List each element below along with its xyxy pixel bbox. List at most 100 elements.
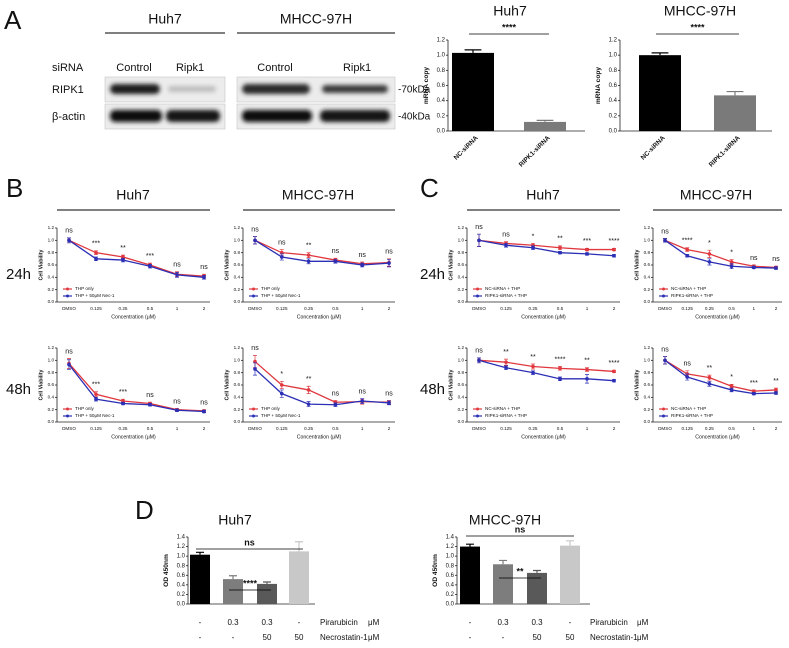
treatment-level: - [469,618,472,627]
point [67,362,71,367]
error-bar [263,581,271,584]
x-tick-label: 2 [775,426,778,431]
y-tick-label: 0.6 [234,382,241,387]
point [504,365,508,370]
lane-label: Ripk1 [176,62,204,74]
y-tick-label: 0.2 [609,113,618,119]
legend-marker [662,414,665,418]
point [752,391,756,396]
point [707,381,712,386]
point [202,275,206,280]
significance-label: ns [385,390,393,397]
y-tick-label: 0.0 [446,602,455,608]
y-axis-label: OD 450nm [432,554,439,587]
row-label: 48h [420,381,445,398]
x-tick-label: DMSO [62,426,76,431]
significance-label: * [730,249,733,256]
y-tick-label: 0.2 [644,287,651,292]
x-tick-label: 0.25 [705,426,714,431]
legend-label: THP only [75,406,95,411]
point [685,375,689,379]
x-tick-label: 0.125 [90,306,102,311]
point [306,259,311,264]
y-tick-label: 0.2 [437,113,446,119]
x-tick-label: 0.5 [557,426,564,431]
legend-marker [66,414,69,418]
x-tick-label: 0.125 [500,306,512,311]
x-tick-label: 2 [203,306,206,311]
x-axis-label: Concentration (μM) [521,434,566,440]
x-tick-label: 0.5 [332,426,339,431]
x-tick-label: DMSO [472,306,486,311]
x-tick-label: 0.5 [557,306,564,311]
treatment-level: - [569,618,572,627]
y-tick-label: 0.2 [458,287,465,292]
y-tick-label: 1.0 [437,53,446,59]
y-tick-label: 0.4 [609,98,618,104]
y-tick-label: 0.2 [234,287,241,292]
treatment-level: 0.3 [497,618,509,627]
treatment-unit: μM [637,618,649,627]
y-tick-label: 1.2 [177,544,186,550]
point [387,401,391,405]
error-bar [196,551,204,555]
x-tick-label: 0.25 [119,306,128,311]
y-tick-label: 1.2 [609,38,618,44]
y-tick-label: 1.0 [458,358,465,363]
legend-marker [476,414,479,418]
point [531,370,535,375]
significance-label: *** [92,382,100,389]
significance-label: *** [92,241,100,248]
legend-label: RIPK1-siRNA + THP [671,293,713,298]
point [663,238,667,243]
y-tick-label: 0.0 [234,419,241,424]
point [612,253,616,258]
point [504,360,508,364]
error-bar [229,575,237,580]
size-label: -70kDa [398,85,431,96]
significance-label: ns [173,262,181,269]
series-line [478,359,615,373]
treatment-level: 0.3 [261,618,273,627]
x-tick-label: 1 [586,426,589,431]
x-tick-label: 0.25 [529,426,538,431]
significance-label: ** [584,358,590,365]
y-axis-label: OD 450nm [163,554,170,587]
point [360,399,365,403]
significance-label: *** [146,253,154,260]
x-tick-label: 2 [613,306,616,311]
significance-label: ** [707,365,713,372]
point [175,408,179,413]
x-tick-label: 0.125 [276,426,288,431]
x-tick-label: 0.25 [304,426,313,431]
blot-row-label: siRNA [52,62,84,74]
y-tick-label: 0.4 [446,582,455,588]
y-tick-label: 0.6 [458,382,465,387]
significance-label: ns [515,524,526,534]
treatment-level: 0.3 [531,618,543,627]
point [94,257,98,261]
treatment-level: 50 [533,633,542,642]
x-tick-label: DMSO [658,306,672,311]
y-tick-label: 1.0 [609,53,618,59]
x-axis-label: Concentration (μM) [695,434,740,440]
x-tick-label: DMSO [62,306,76,311]
error-bar [295,541,303,552]
x-tick-label: 1 [361,426,364,431]
significance-label: *** [750,380,758,387]
y-tick-label: 0.0 [48,299,55,304]
x-tick-label: 2 [388,426,391,431]
significance-label: ns [661,346,669,353]
significance-label: ** [530,354,536,361]
point [585,377,589,381]
point [685,247,689,252]
y-tick-label: 0.2 [177,592,186,598]
significance-label: **** [682,238,693,245]
chart-title: Huh7 [493,3,527,19]
treatment-unit: μM [368,633,380,642]
y-tick-label: 0.8 [177,563,186,569]
y-tick-label: 0.0 [644,419,651,424]
y-tick-label: 0.4 [48,275,55,280]
y-tick-label: 0.6 [644,382,651,387]
point [774,388,778,392]
